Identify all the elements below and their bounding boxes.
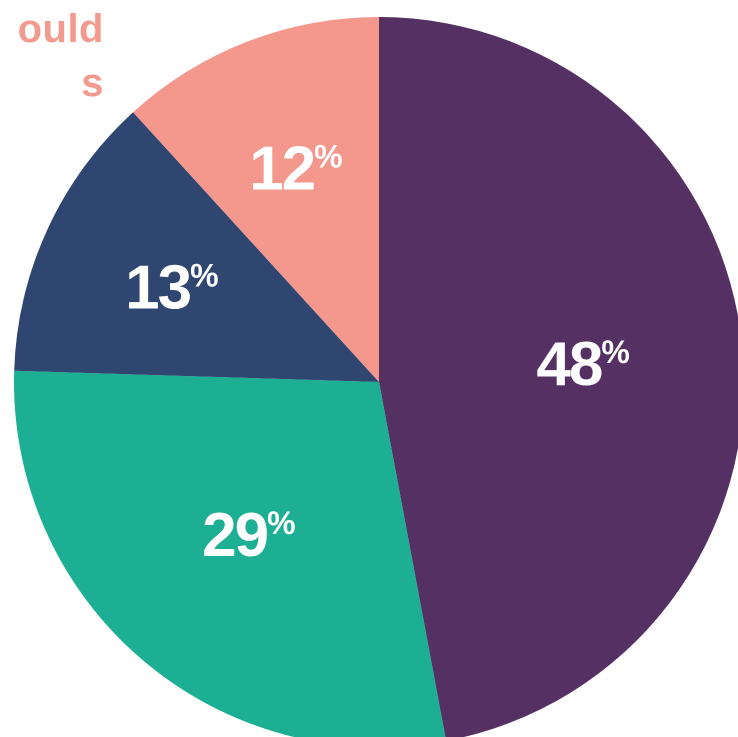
slice-label-13: 13% bbox=[125, 254, 218, 323]
slice-label-12: 12% bbox=[249, 135, 342, 204]
pie-slice-48 bbox=[379, 17, 738, 737]
slice-label-29: 29% bbox=[202, 501, 295, 570]
slice-label-48: 48% bbox=[536, 330, 629, 399]
chart-heading: ould s bbox=[0, 2, 104, 110]
pie-slice-12 bbox=[133, 16, 379, 382]
pie-labels: 48% 29% 13% 12% bbox=[125, 135, 630, 570]
pie-slice-29 bbox=[14, 370, 446, 737]
heading-line-2: s bbox=[81, 61, 104, 105]
pie-slice-13 bbox=[14, 112, 379, 382]
heading-line-1: ould bbox=[17, 7, 104, 51]
pie-slices bbox=[14, 16, 738, 737]
